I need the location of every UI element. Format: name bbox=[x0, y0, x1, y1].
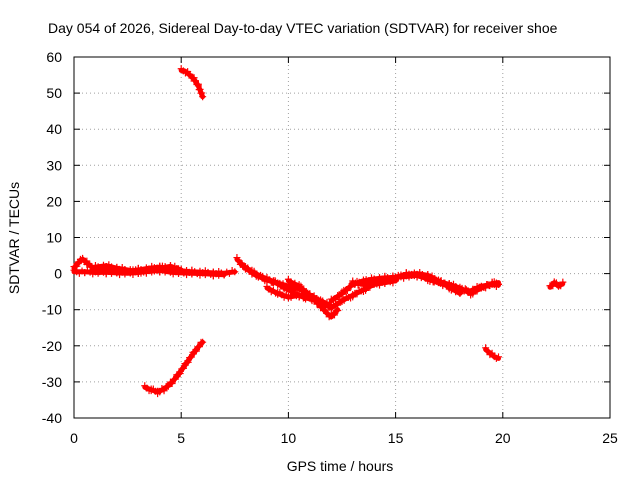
chart-title: Day 054 of 2026, Sidereal Day-to-day VTE… bbox=[48, 20, 558, 36]
data-point bbox=[189, 348, 197, 356]
x-tick-label: 5 bbox=[177, 430, 185, 446]
grid bbox=[74, 57, 610, 418]
x-tick-label: 15 bbox=[388, 430, 404, 446]
y-tick-label: 40 bbox=[46, 121, 62, 137]
data-point bbox=[160, 387, 168, 395]
series-sat-n bbox=[546, 278, 567, 290]
data-point bbox=[187, 353, 195, 361]
data-series bbox=[70, 65, 567, 398]
y-tick-label: -40 bbox=[42, 410, 62, 426]
data-point bbox=[199, 338, 207, 346]
data-point bbox=[220, 271, 228, 279]
data-point bbox=[184, 358, 192, 366]
data-point bbox=[186, 70, 194, 78]
y-axis-label: SDTVAR / TECUs bbox=[6, 182, 22, 294]
series-sat-l bbox=[424, 273, 503, 299]
y-tick-label: 0 bbox=[54, 266, 62, 282]
data-point bbox=[330, 311, 338, 319]
tick-labels: 0 5 10 15 20 25 -40 -30 -20 -10 0 10 20 30 40 50 60 bbox=[42, 49, 618, 446]
y-tick-label: -10 bbox=[42, 302, 62, 318]
data-point bbox=[192, 347, 200, 355]
y-tick-label: 50 bbox=[46, 85, 62, 101]
y-tick-label: 30 bbox=[46, 157, 62, 173]
data-point bbox=[175, 370, 183, 378]
data-point bbox=[327, 305, 335, 313]
data-point bbox=[195, 343, 203, 351]
series-sat-i bbox=[284, 275, 342, 321]
data-point bbox=[173, 371, 181, 379]
axes bbox=[73, 56, 611, 419]
series-sat-e bbox=[141, 338, 207, 398]
data-point bbox=[495, 280, 503, 288]
y-tick-label: 10 bbox=[46, 230, 62, 246]
data-point bbox=[183, 359, 191, 367]
data-point bbox=[176, 370, 184, 378]
data-point bbox=[178, 365, 186, 373]
data-point bbox=[495, 353, 503, 361]
data-point bbox=[332, 295, 340, 303]
data-point bbox=[186, 354, 194, 362]
data-point bbox=[233, 254, 241, 262]
data-point bbox=[198, 89, 206, 97]
data-point bbox=[321, 306, 329, 314]
data-point bbox=[191, 77, 199, 85]
data-point bbox=[168, 380, 176, 387]
x-tick-label: 10 bbox=[281, 430, 297, 446]
y-tick-label: 60 bbox=[46, 49, 62, 65]
series-sat-c bbox=[91, 261, 185, 277]
data-point bbox=[171, 375, 179, 383]
data-point bbox=[559, 278, 567, 286]
data-point bbox=[557, 282, 565, 290]
data-point bbox=[177, 265, 185, 273]
x-tick-label: 0 bbox=[70, 430, 78, 446]
data-point bbox=[338, 290, 346, 298]
data-point bbox=[179, 364, 187, 372]
x-axis-label: GPS time / hours bbox=[287, 458, 394, 474]
y-tick-label: -30 bbox=[42, 374, 62, 390]
y-tick-label: 20 bbox=[46, 193, 62, 209]
data-point bbox=[191, 348, 199, 356]
data-point bbox=[194, 82, 202, 90]
data-point bbox=[181, 360, 189, 368]
data-point bbox=[74, 260, 82, 268]
x-tick-label: 25 bbox=[602, 430, 618, 446]
series-sat-m bbox=[482, 344, 503, 362]
data-point bbox=[199, 93, 207, 101]
x-tick-label: 20 bbox=[495, 430, 511, 446]
data-point bbox=[196, 85, 204, 93]
data-point bbox=[343, 287, 351, 295]
y-tick-label: -20 bbox=[42, 338, 62, 354]
data-point bbox=[334, 307, 342, 314]
series-sat-d bbox=[177, 65, 207, 101]
data-point bbox=[231, 268, 239, 276]
